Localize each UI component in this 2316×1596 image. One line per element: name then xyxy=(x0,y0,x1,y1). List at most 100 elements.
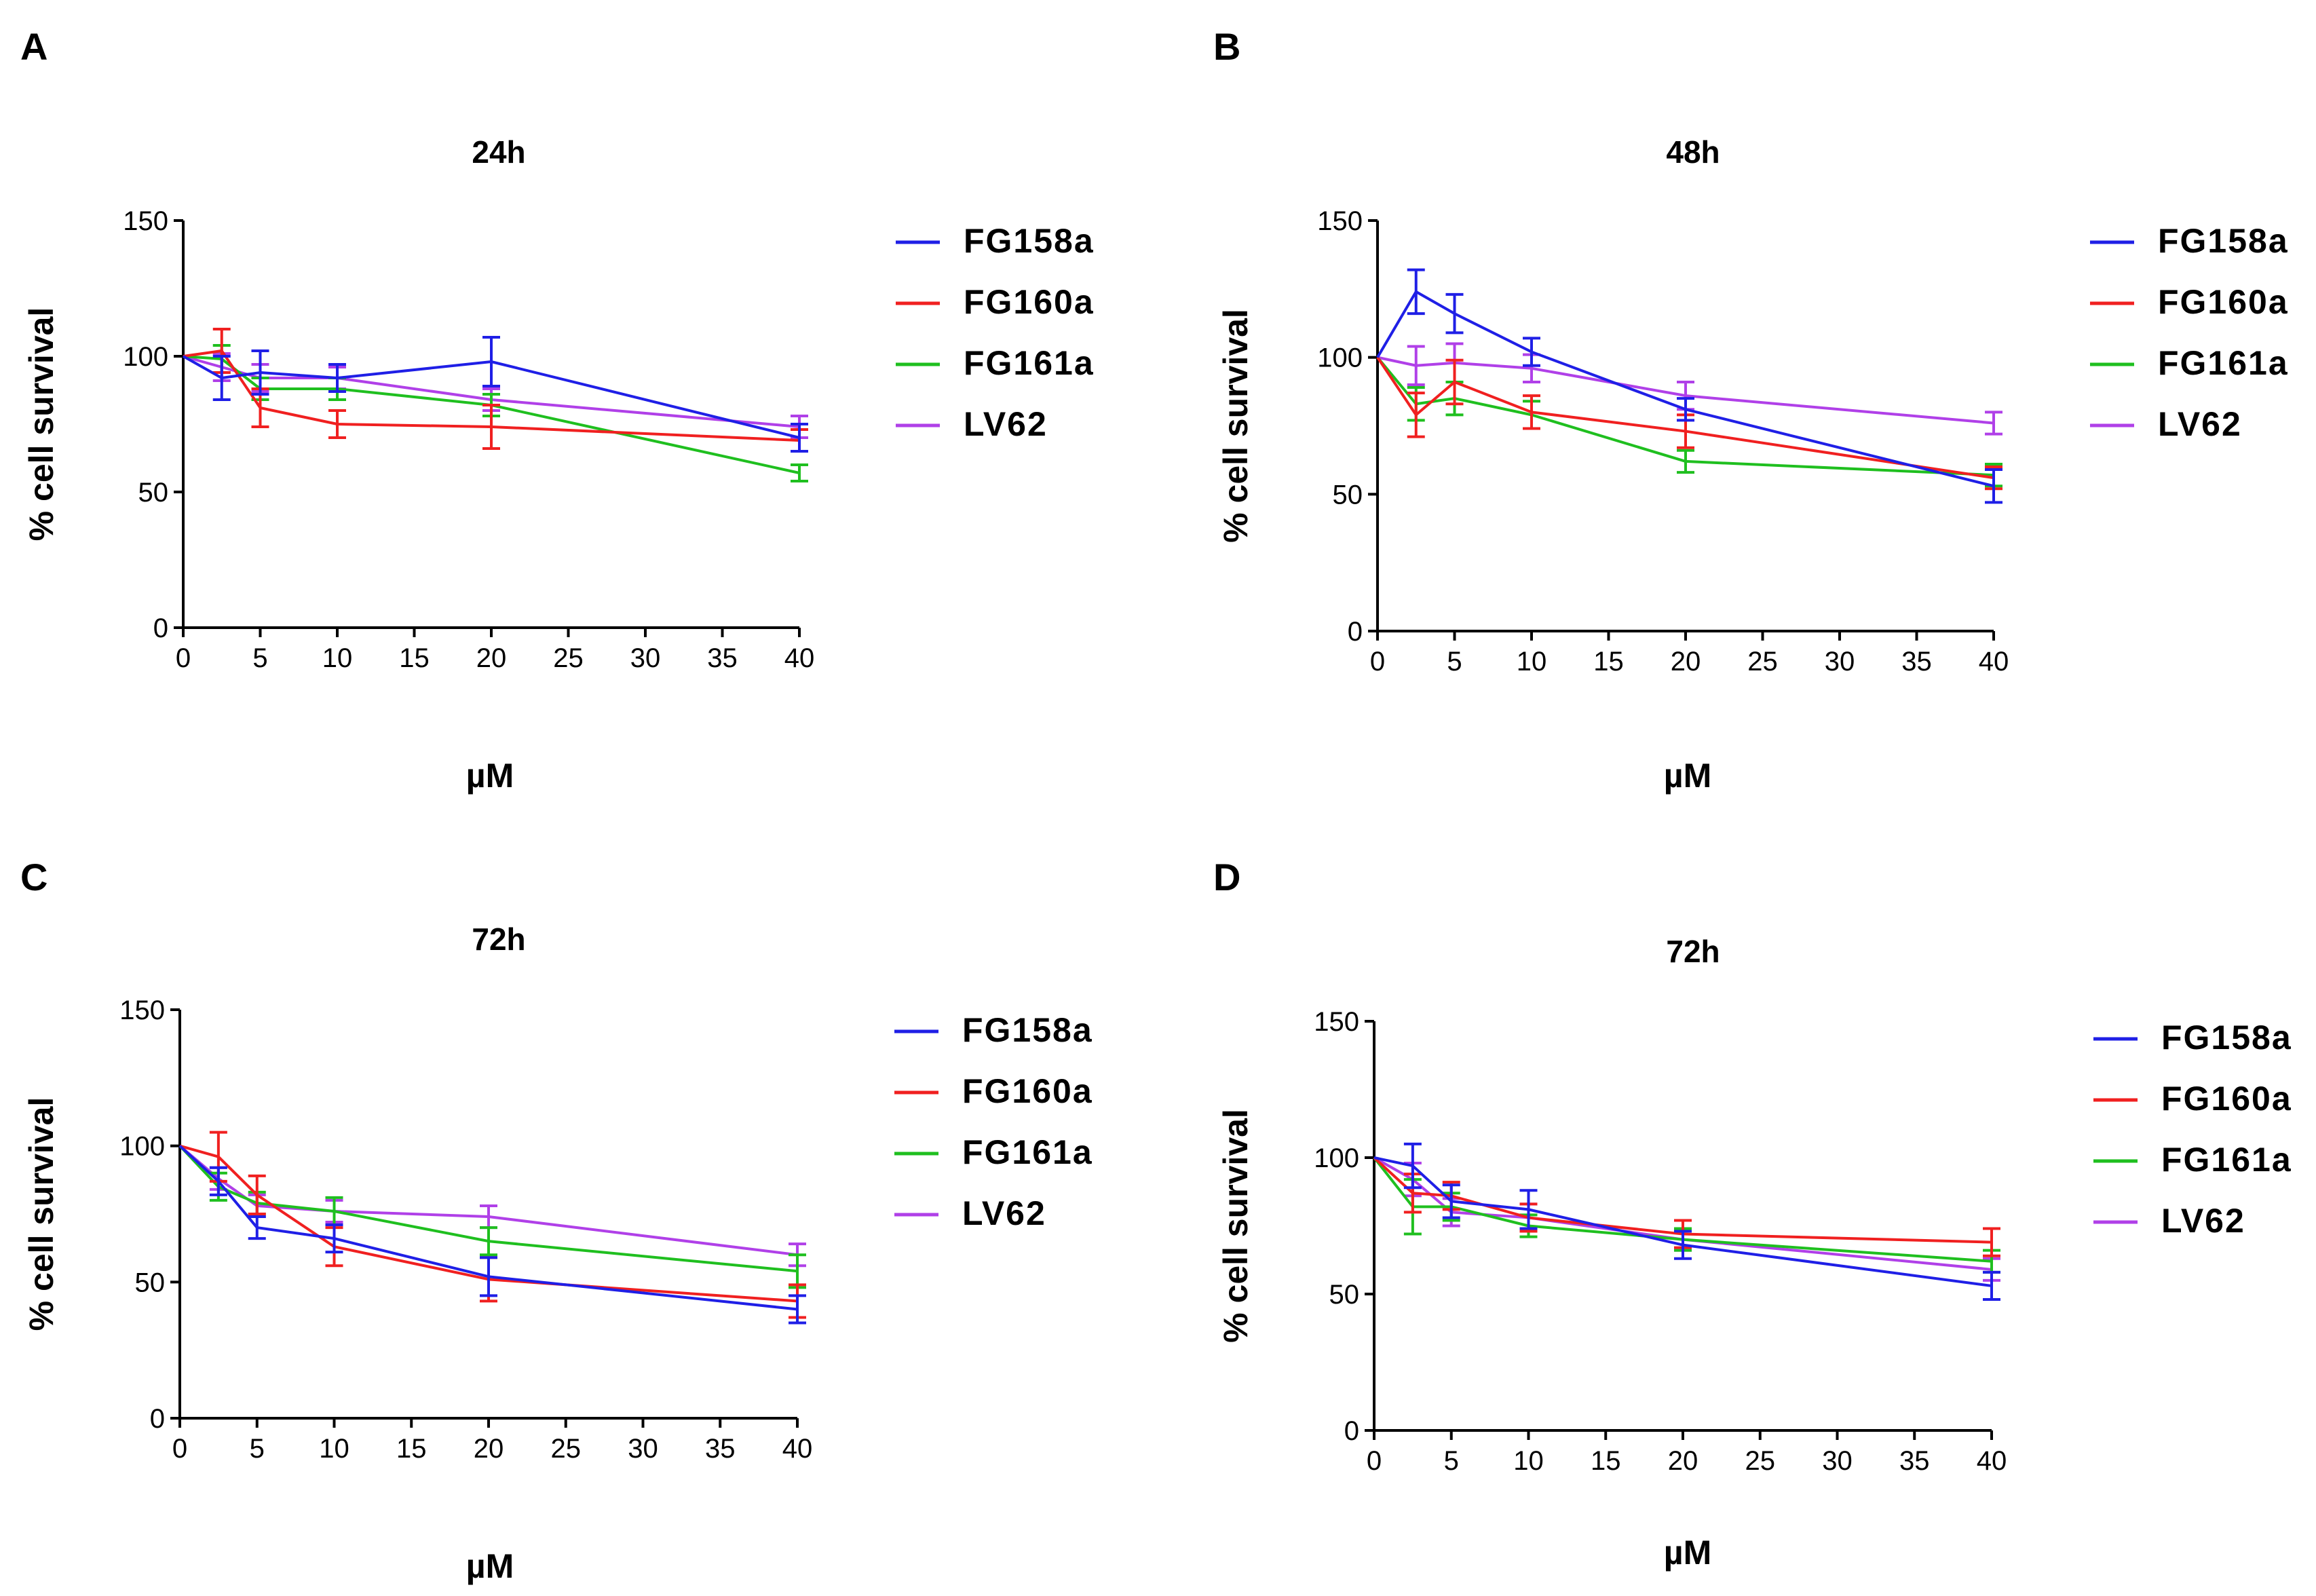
error-bar-fg160a xyxy=(248,1174,266,1215)
error-bar-fg158a xyxy=(1407,268,1425,316)
error-bar-fg161a xyxy=(791,463,808,482)
legend-label: FG160a xyxy=(2161,1080,2292,1118)
x-tick-label: 40 xyxy=(784,643,815,673)
x-tick-label: 15 xyxy=(1593,647,1624,677)
x-tick-label: 40 xyxy=(782,1434,813,1464)
legend-label: FG158a xyxy=(2158,222,2289,260)
x-tick-label: 10 xyxy=(1517,647,1547,677)
y-tick-label: 100 xyxy=(1314,1143,1359,1173)
legend-label: FG161a xyxy=(962,1133,1093,1171)
series-line-fg161a xyxy=(183,355,800,474)
legend: FG158a FG160a FG161a LV62 xyxy=(896,222,1095,443)
y-tick-label: 50 xyxy=(1329,1280,1360,1310)
y-axis-label: % cell survival xyxy=(22,1097,60,1331)
series-line-fg158a xyxy=(183,355,800,439)
error-bar-fg161a xyxy=(1677,449,1694,474)
legend-label: FG158a xyxy=(964,222,1095,260)
error-bar-fg161a xyxy=(480,1226,497,1257)
y-tick-label: 0 xyxy=(1348,617,1363,647)
series-line-lv62 xyxy=(1377,356,1994,425)
y-tick-label: 100 xyxy=(123,342,168,372)
y-tick-label: 150 xyxy=(123,206,168,236)
y-axis-label: % cell survival xyxy=(1217,1109,1255,1343)
legend-item-fg160a: FG160a xyxy=(896,283,1093,321)
error-bar-fg158a xyxy=(248,1215,266,1240)
x-tick-label: 30 xyxy=(628,1434,658,1464)
error-bar-fg158a xyxy=(482,336,500,387)
panel-letter: D xyxy=(1213,856,1240,898)
panel-letter: C xyxy=(20,856,48,898)
y-axis-label: % cell survival xyxy=(1217,309,1255,543)
x-tick-label: 35 xyxy=(707,643,738,673)
y-tick-label: 100 xyxy=(1317,343,1363,373)
error-bar-fg158a xyxy=(1985,468,2002,504)
error-bar-lv62 xyxy=(1407,345,1425,386)
panel-letter: B xyxy=(1213,25,1240,68)
y-tick-label: 50 xyxy=(138,478,169,508)
error-bar-fg158a xyxy=(209,1166,227,1196)
series-fg158a xyxy=(1376,268,2002,504)
error-bar-fg160a xyxy=(1983,1227,2000,1257)
y-axis-label: % cell survival xyxy=(22,307,60,542)
y-tick-label: 0 xyxy=(153,613,168,643)
legend-label: LV62 xyxy=(2161,1202,2245,1240)
legend-item-fg161a: FG161a xyxy=(2093,1141,2291,1179)
legend-item-lv62: LV62 xyxy=(2093,1202,2245,1240)
chart-panel-a: A 24h % cell survival µM 0 50 100 150 0 5 10 15 20 25… xyxy=(20,25,1095,795)
error-bar-fg158a xyxy=(251,349,269,396)
series-line-fg160a xyxy=(183,349,800,442)
legend-item-fg158a: FG158a xyxy=(2090,222,2289,260)
chart-panel-d: D 72h % cell survival µM 0 50 100 150 0 5 10 15 20 25… xyxy=(1213,856,2292,1572)
legend-item-fg161a: FG161a xyxy=(894,1133,1093,1171)
legend-item-fg161a: FG161a xyxy=(2090,344,2289,382)
legend-label: FG160a xyxy=(2158,283,2289,321)
series-line-fg158a xyxy=(1376,290,1994,488)
chart-title: 24h xyxy=(472,134,525,170)
series-fg161a xyxy=(1373,1156,2000,1274)
chart-panel-b: B 48h % cell survival µM 0 50 100 150 0 5 10 15 20 25… xyxy=(1213,25,2289,795)
series-fg161a xyxy=(183,344,808,482)
series-lv62 xyxy=(1373,1156,2000,1282)
y-tick-label: 150 xyxy=(1317,206,1363,236)
chart-panel-c: C 72h % cell survival µM 0 50 100 150 0 5 10 15 20 25… xyxy=(20,856,1093,1585)
error-bar-fg158a xyxy=(1523,337,1540,367)
y-tick-label: 0 xyxy=(1344,1416,1359,1446)
y-tick-label: 50 xyxy=(1333,480,1363,510)
error-bar-fg160a xyxy=(1445,358,1464,406)
x-tick-label: 20 xyxy=(1671,647,1701,677)
chart-title: 72h xyxy=(1666,934,1720,969)
x-tick-label: 5 xyxy=(1447,647,1462,677)
legend-item-fg160a: FG160a xyxy=(2093,1080,2292,1118)
x-tick-label: 20 xyxy=(476,643,507,673)
panel-letter: A xyxy=(20,25,48,68)
x-tick-label: 25 xyxy=(1747,647,1778,677)
x-axis-label: µM xyxy=(1664,1534,1711,1572)
x-tick-label: 35 xyxy=(1901,647,1932,677)
x-tick-label: 25 xyxy=(553,643,584,673)
error-bar-fg158a xyxy=(212,355,231,401)
x-axis-label: µM xyxy=(466,1547,514,1585)
legend-label: FG158a xyxy=(2161,1019,2292,1057)
error-bar-fg158a xyxy=(480,1256,497,1297)
x-tick-label: 15 xyxy=(1591,1446,1621,1476)
error-bar-fg160a xyxy=(1407,392,1425,438)
error-bar-fg158a xyxy=(789,1294,806,1325)
series-fg158a xyxy=(178,1145,806,1325)
y-tick-label: 0 xyxy=(150,1404,165,1434)
legend-label: FG161a xyxy=(2158,344,2289,382)
x-axis-label: µM xyxy=(1664,757,1711,795)
x-tick-label: 10 xyxy=(1513,1446,1544,1476)
series-fg160a xyxy=(179,1130,806,1319)
x-tick-label: 0 xyxy=(1367,1446,1382,1476)
error-bar-fg158a xyxy=(325,1223,343,1254)
x-tick-label: 20 xyxy=(1668,1446,1698,1476)
error-bar-fg160a xyxy=(1523,394,1540,430)
legend: FG158a FG160a FG161a LV62 xyxy=(894,1011,1093,1232)
x-tick-label: 30 xyxy=(1822,1446,1853,1476)
x-axis-label: µM xyxy=(466,757,514,795)
x-tick-label: 10 xyxy=(319,1434,349,1464)
legend-item-lv62: LV62 xyxy=(896,405,1046,443)
x-tick-label: 0 xyxy=(176,643,191,673)
x-tick-label: 40 xyxy=(1979,647,2009,677)
y-tick-label: 100 xyxy=(119,1132,165,1162)
